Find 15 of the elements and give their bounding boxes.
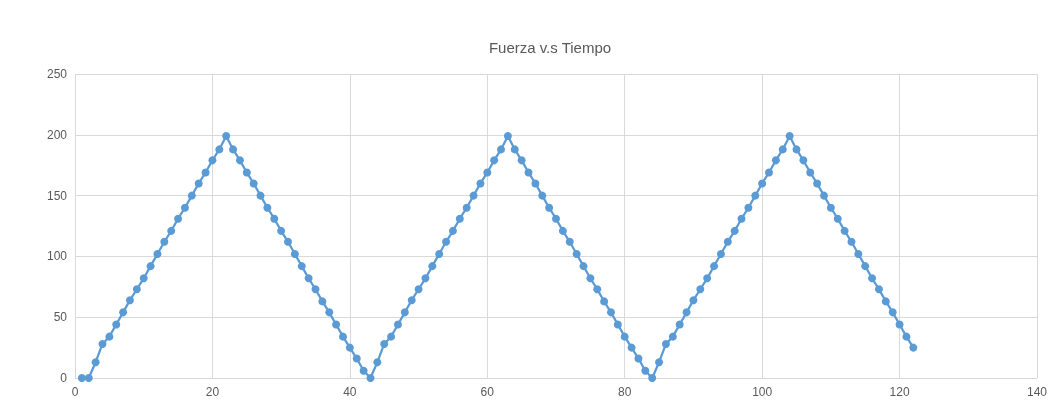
x-tick-label: 60 [480, 385, 495, 399]
x-tick-label: 140 [1026, 385, 1048, 399]
x-tick-label: 100 [752, 385, 773, 399]
x-tick-label: 80 [618, 385, 632, 399]
y-tick-label: 0 [60, 371, 68, 385]
y-tick-label: 150 [46, 188, 68, 203]
x-tick-label: 120 [889, 385, 910, 399]
y-tick-label: 50 [53, 310, 68, 325]
chart-title: Fuerza v.s Tiempo [488, 39, 612, 56]
y-tick-label: 100 [46, 249, 68, 264]
y-tick-label: 250 [46, 67, 68, 81]
y-tick-label: 200 [46, 127, 68, 142]
x-tick-label: 0 [71, 385, 79, 399]
x-tick-label: 20 [205, 385, 220, 399]
x-tick-label: 40 [343, 385, 357, 399]
